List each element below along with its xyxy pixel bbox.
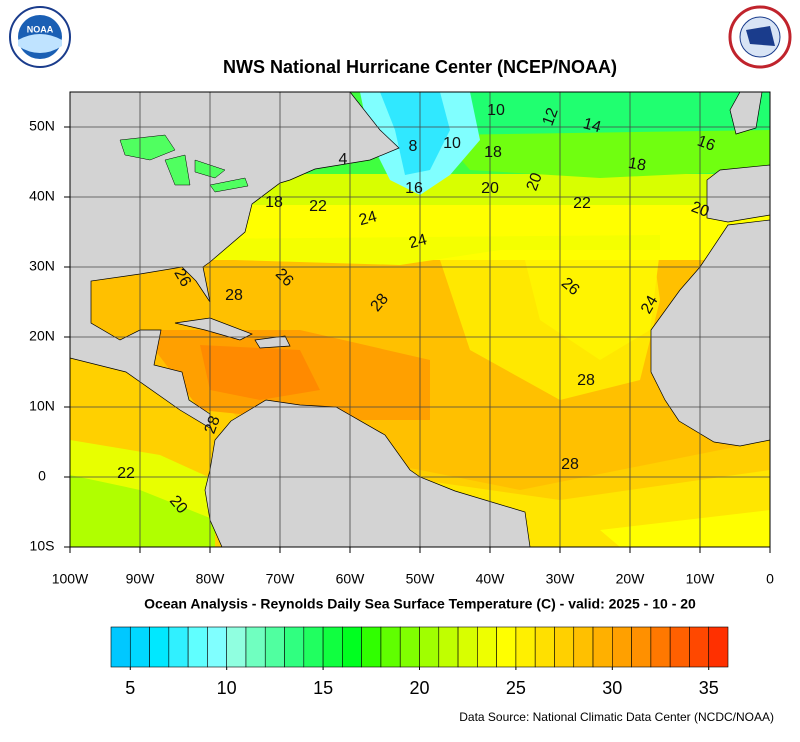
contour-label: 8 <box>409 138 418 155</box>
colorbar-cell <box>226 626 247 668</box>
colorbar-cell <box>689 626 710 668</box>
colorbar-cell <box>477 626 497 668</box>
colorbar-tick-label: 35 <box>699 678 719 698</box>
contour-label: 28 <box>202 414 224 437</box>
contour-label: 16 <box>695 133 718 155</box>
colorbar-cell <box>303 626 324 668</box>
colorbar-tick-label: 15 <box>313 678 333 698</box>
contour-label: 20 <box>524 171 546 194</box>
contour-label: 10 <box>487 102 505 119</box>
colorbar-cell <box>534 626 555 668</box>
contour-label: 18 <box>484 144 502 161</box>
contour-label: 24 <box>407 231 429 252</box>
colorbar-cell <box>554 626 575 668</box>
colorbar-cell <box>149 626 170 668</box>
contour-label: 12 <box>540 106 562 129</box>
contour-label: 24 <box>638 293 662 317</box>
colorbar-cell <box>457 626 478 668</box>
logo-text: NOAA <box>27 24 54 34</box>
colorbar-tick-label: 20 <box>409 678 429 698</box>
colorbar-cell <box>708 626 729 668</box>
colorbar-cell <box>168 626 189 668</box>
colorbar-cell <box>245 626 266 668</box>
colorbar-cell <box>515 626 536 668</box>
x-tick-label: 50W <box>406 571 436 587</box>
contour-label: 14 <box>581 115 603 136</box>
contour-label: 22 <box>309 198 327 215</box>
y-tick-label: 50N <box>29 118 55 134</box>
contour-label: 18 <box>627 155 648 175</box>
colorbar-cell <box>669 626 690 668</box>
contour-label: 20 <box>689 199 712 221</box>
colorbar-cell <box>264 626 285 668</box>
contour-label: 22 <box>117 465 135 482</box>
colorbar-cell <box>322 626 343 668</box>
noaa-logo: NOAA <box>9 6 71 68</box>
colorbar-tick-label: 25 <box>506 678 526 698</box>
colorbar-cell <box>187 626 208 668</box>
x-tick-label: 0 <box>766 571 774 587</box>
x-tick-label: 90W <box>126 571 156 587</box>
contour-label: 16 <box>405 180 423 197</box>
y-tick-label: 0 <box>38 468 46 484</box>
x-tick-label: 30W <box>546 571 576 587</box>
contour-label: 28 <box>561 456 579 473</box>
contour-label: 10 <box>443 135 461 152</box>
x-tick-label: 10W <box>686 571 716 587</box>
contour-label: 18 <box>265 194 283 211</box>
contour-label: 28 <box>225 287 243 304</box>
x-tick-label: 70W <box>266 571 296 587</box>
nws-logo <box>728 5 792 69</box>
contour-label: 22 <box>573 195 591 212</box>
contour-label: 4 <box>339 151 348 168</box>
colorbar-cell <box>110 626 131 668</box>
contour-label: 28 <box>577 372 595 389</box>
colorbar-cell <box>631 626 652 668</box>
colorbar-cell <box>207 626 227 668</box>
y-tick-label: 30N <box>29 258 55 274</box>
caption: Ocean Analysis - Reynolds Daily Sea Surf… <box>144 596 696 612</box>
contour-label: 24 <box>357 208 379 229</box>
y-tick-label: 20N <box>29 328 55 344</box>
y-tick-label: 10S <box>30 538 55 554</box>
x-tick-label: 40W <box>476 571 506 587</box>
colorbar-cell <box>380 626 401 668</box>
colorbar-cell <box>342 626 362 668</box>
source-note: Data Source: National Climatic Data Cent… <box>459 710 774 724</box>
colorbar-cell <box>129 626 150 668</box>
x-tick-label: 100W <box>52 571 89 587</box>
colorbar-cell <box>496 626 517 668</box>
y-tick-label: 40N <box>29 188 55 204</box>
colorbar-cell <box>438 626 459 668</box>
x-tick-label: 60W <box>336 571 366 587</box>
colorbar-tick-label: 5 <box>125 678 135 698</box>
contour-labels: 10 12 14 16 8 10 18 4 18 20 16 20 18 22 … <box>117 102 717 517</box>
title: NWS National Hurricane Center (NCEP/NOAA… <box>223 57 617 77</box>
map-frame <box>69 91 771 548</box>
colorbar-cell <box>361 626 382 668</box>
colorbar-tick-label: 10 <box>217 678 237 698</box>
colorbar-cell <box>592 626 613 668</box>
colorbar: 5 10 15 20 25 30 35 <box>110 626 729 698</box>
colorbar-cell <box>399 626 420 668</box>
contour-label: 20 <box>481 180 499 197</box>
x-tick-label: 20W <box>616 571 646 587</box>
colorbar-cell <box>650 626 671 668</box>
contour-label: 26 <box>170 266 194 290</box>
colorbar-cell <box>573 626 594 668</box>
colorbar-cell <box>419 626 440 668</box>
colorbar-tick-label: 30 <box>602 678 622 698</box>
x-tick-label: 80W <box>196 571 226 587</box>
colorbar-cell <box>284 626 305 668</box>
colorbar-cell <box>612 626 632 668</box>
y-tick-label: 10N <box>29 398 55 414</box>
